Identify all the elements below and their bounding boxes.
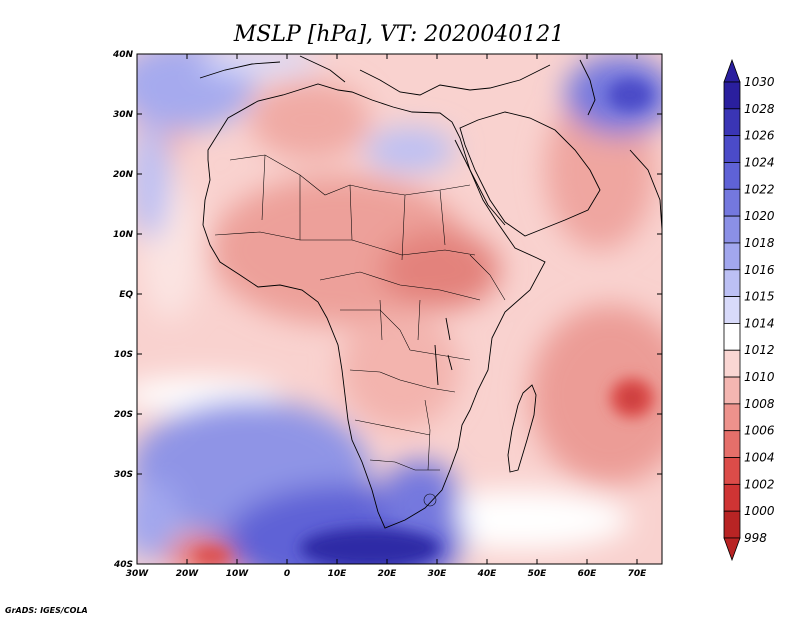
lat-tick-label: EQ bbox=[119, 290, 133, 300]
lat-tick-label: 20N bbox=[113, 170, 134, 180]
colorbar-swatch bbox=[723, 483, 741, 512]
colorbar-level-label: 1012 bbox=[744, 343, 775, 357]
map-axes: 30W 20W 10W 0 10E 20E 30E 40E 50E 60E 70E 40N 30N 20N… bbox=[112, 50, 662, 579]
colorbar-swatch bbox=[723, 296, 741, 324]
colorbar: 1030 1028 1026 1024 1022 1020 1018 1016 1015 1014… bbox=[723, 58, 775, 562]
colorbar-bottom-arrow bbox=[723, 537, 741, 562]
lon-tick-label: 20E bbox=[378, 569, 398, 579]
colorbar-level-label: 1014 bbox=[744, 316, 775, 330]
lon-tick-label: 30E bbox=[428, 569, 448, 579]
country-borders bbox=[214, 154, 506, 507]
lon-tick-label: 60E bbox=[578, 569, 598, 579]
africa-coastline bbox=[202, 83, 546, 529]
iberia-coast bbox=[199, 61, 281, 79]
india-coastline bbox=[629, 149, 662, 231]
lat-tick-label: 30N bbox=[113, 110, 134, 120]
colorbar-level-label: 1018 bbox=[744, 236, 775, 250]
colorbar-swatch bbox=[723, 349, 741, 378]
pressure-field bbox=[137, 54, 662, 564]
colorbar-swatch bbox=[723, 108, 741, 137]
lon-tick-label: 10E bbox=[328, 569, 348, 579]
plot-frame bbox=[136, 53, 663, 565]
madagascar-coastline bbox=[507, 384, 537, 473]
map-title: MSLP [hPa], VT: 2020040121 bbox=[233, 22, 564, 47]
lat-tick-label: 40N bbox=[112, 50, 134, 60]
colorbar-level-label: 1026 bbox=[744, 129, 775, 143]
lon-tick-label: 50E bbox=[528, 569, 548, 579]
coastlines bbox=[199, 55, 662, 529]
red-sea bbox=[454, 139, 506, 226]
colorbar-swatch bbox=[723, 323, 741, 351]
colorbar-swatch bbox=[723, 269, 741, 297]
colorbar-swatch bbox=[723, 162, 741, 190]
colorbar-level-label: 1004 bbox=[744, 451, 775, 465]
colorbar-swatch bbox=[723, 457, 741, 485]
colorbar-level-label: 1022 bbox=[744, 182, 775, 196]
lon-tick-label: 10W bbox=[226, 569, 250, 579]
colorbar-top-arrow bbox=[723, 58, 741, 83]
lon-tick-label: 70E bbox=[628, 569, 648, 579]
lon-tick-label: 0 bbox=[284, 569, 290, 579]
colorbar-swatch bbox=[723, 81, 741, 110]
colorbar-swatch bbox=[723, 188, 741, 217]
colorbar-swatch bbox=[723, 376, 741, 405]
lat-tick-label: 40S bbox=[113, 560, 133, 570]
colorbar-level-label: 1010 bbox=[744, 370, 775, 384]
colorbar-swatch bbox=[723, 135, 741, 163]
colorbar-level-label: 1000 bbox=[744, 504, 775, 518]
colorbar-level-label: 1028 bbox=[744, 102, 775, 116]
caspian bbox=[579, 59, 596, 116]
grads-credit: GrADS: IGES/COLA bbox=[5, 606, 88, 615]
lat-tick-label: 30S bbox=[114, 470, 133, 480]
lon-tick-label: 20W bbox=[176, 569, 200, 579]
colorbar-level-label: 1006 bbox=[744, 424, 775, 438]
great-lakes bbox=[434, 317, 453, 386]
colorbar-level-label: 1008 bbox=[744, 397, 775, 411]
colorbar-swatch bbox=[723, 510, 741, 539]
colorbar-swatch bbox=[723, 242, 741, 271]
lon-tick-label: 30W bbox=[126, 569, 150, 579]
colorbar-level-label: 1002 bbox=[744, 477, 775, 491]
colorbar-level-label: 1020 bbox=[744, 209, 775, 223]
colorbar-level-label: 1016 bbox=[744, 263, 775, 277]
colorbar-level-label: 1024 bbox=[744, 155, 775, 169]
lat-tick-label: 10S bbox=[114, 350, 133, 360]
colorbar-level-label: 998 bbox=[744, 531, 767, 545]
arabia-coastline bbox=[459, 111, 601, 237]
lon-tick-label: 40E bbox=[477, 569, 498, 579]
europe-coast bbox=[299, 55, 551, 96]
colorbar-swatch bbox=[723, 430, 741, 458]
colorbar-level-label: 1030 bbox=[744, 75, 775, 89]
colorbar-swatch bbox=[723, 403, 741, 432]
lat-tick-label: 20S bbox=[114, 410, 133, 420]
lat-tick-label: 10N bbox=[113, 230, 134, 240]
colorbar-swatch bbox=[723, 215, 741, 244]
colorbar-level-label: 1015 bbox=[744, 290, 775, 304]
